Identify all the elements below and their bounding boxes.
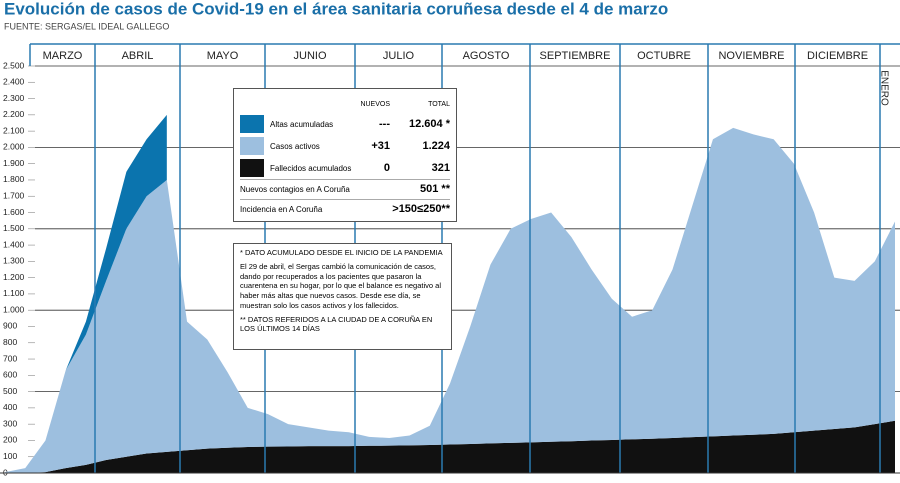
y-tick-label: 1.900 bbox=[3, 158, 25, 168]
y-tick-label: 1.700 bbox=[3, 190, 25, 200]
y-tick-label: 1.800 bbox=[3, 174, 25, 184]
legend-swatch bbox=[240, 137, 264, 155]
legend-col-header: TOTAL bbox=[428, 100, 450, 108]
month-label: JULIO bbox=[383, 50, 415, 62]
y-tick-label: 1.100 bbox=[3, 288, 25, 298]
legend-new: +31 bbox=[371, 140, 390, 152]
area bbox=[5, 114, 167, 473]
month-label: OCTUBRE bbox=[637, 50, 691, 62]
note-box: * DATO ACUMULADO DESDE EL INICIO DE LA P… bbox=[233, 243, 452, 350]
legend-swatch bbox=[240, 159, 264, 177]
legend-label: Fallecidos acumulados bbox=[270, 163, 352, 173]
area bbox=[5, 127, 895, 473]
y-tick-label: 2.400 bbox=[3, 77, 25, 87]
month-label: NOVIEMBRE bbox=[718, 50, 784, 62]
month-label: MARZO bbox=[43, 50, 83, 62]
legend-header: NUEVOS TOTAL bbox=[240, 95, 450, 113]
y-tick-label: 600 bbox=[3, 370, 17, 380]
legend-total: 501 ** bbox=[420, 183, 450, 195]
y-tick-label: 200 bbox=[3, 435, 17, 445]
legend-label: Altas acumuladas bbox=[270, 119, 334, 129]
legend-label: Incidencia en A Coruña bbox=[240, 204, 323, 214]
legend-row: Casos activos +31 1.224 bbox=[240, 137, 450, 155]
y-tick-label: 2.200 bbox=[3, 109, 25, 119]
chart-title: Evolución de casos de Covid-19 en el áre… bbox=[4, 0, 668, 18]
legend: NUEVOS TOTAL Altas acumuladas --- 12.604 * Ca… bbox=[233, 88, 457, 222]
y-tick-label: 100 bbox=[3, 451, 17, 461]
legend-new: 0 bbox=[383, 162, 390, 174]
month-label: AGOSTO bbox=[463, 50, 510, 62]
legend-total: 12.604 * bbox=[409, 118, 450, 130]
y-tick-label: 2.000 bbox=[3, 142, 25, 152]
y-tick-label: 400 bbox=[3, 402, 17, 412]
legend-extra-row: Nuevos contagios en A Coruña 501 ** bbox=[240, 179, 450, 198]
y-tick-label: 1.500 bbox=[3, 223, 25, 233]
y-tick-label: 2.500 bbox=[3, 60, 25, 70]
chart-subtitle: FUENTE: SERGAS/EL IDEAL GALLEGO bbox=[4, 21, 169, 31]
legend-label: Nuevos contagios en A Coruña bbox=[240, 184, 350, 194]
month-label: SEPTIEMBRE bbox=[540, 50, 611, 62]
legend-new: --- bbox=[379, 118, 390, 130]
month-label: ENERO bbox=[878, 70, 889, 106]
legend-total: >150≤250** bbox=[392, 203, 450, 215]
y-tick-label: 700 bbox=[3, 353, 17, 363]
y-tick-label: 2.300 bbox=[3, 93, 25, 103]
y-tick-label: 300 bbox=[3, 418, 17, 428]
y-tick-label: 1.600 bbox=[3, 207, 25, 217]
month-label: MAYO bbox=[207, 50, 239, 62]
note-text: * DATO ACUMULADO DESDE EL INICIO DE LA P… bbox=[240, 248, 443, 257]
y-tick-label: 800 bbox=[3, 337, 17, 347]
y-tick-label: 1.000 bbox=[3, 304, 25, 314]
note-text: ** DATOS REFERIDOS A LA CIUDAD DE A CORU… bbox=[240, 314, 433, 334]
legend-swatch bbox=[240, 115, 264, 133]
legend-extra-row: Incidencia en A Coruña >150≤250** bbox=[240, 199, 450, 218]
legend-row: Altas acumuladas --- 12.604 * bbox=[240, 115, 450, 133]
month-label: DICIEMBRE bbox=[807, 50, 868, 62]
legend-label: Casos activos bbox=[270, 141, 320, 151]
legend-row: Fallecidos acumulados 0 321 bbox=[240, 159, 450, 177]
month-label: ABRIL bbox=[122, 50, 154, 62]
legend-col-header: NUEVOS bbox=[360, 100, 390, 108]
y-tick-label: 500 bbox=[3, 386, 17, 396]
y-tick-label: 1.300 bbox=[3, 256, 25, 266]
y-tick-label: 2.100 bbox=[3, 125, 25, 135]
legend-total: 1.224 bbox=[422, 140, 450, 152]
y-tick-label: 1.400 bbox=[3, 239, 25, 249]
note-text: El 29 de abril, el Sergas cambió la comu… bbox=[240, 261, 441, 310]
legend-total: 321 bbox=[431, 162, 450, 174]
area bbox=[5, 420, 895, 473]
y-tick-label: 900 bbox=[3, 321, 17, 331]
month-label: JUNIO bbox=[294, 50, 327, 62]
y-tick-label: 1.200 bbox=[3, 272, 25, 282]
